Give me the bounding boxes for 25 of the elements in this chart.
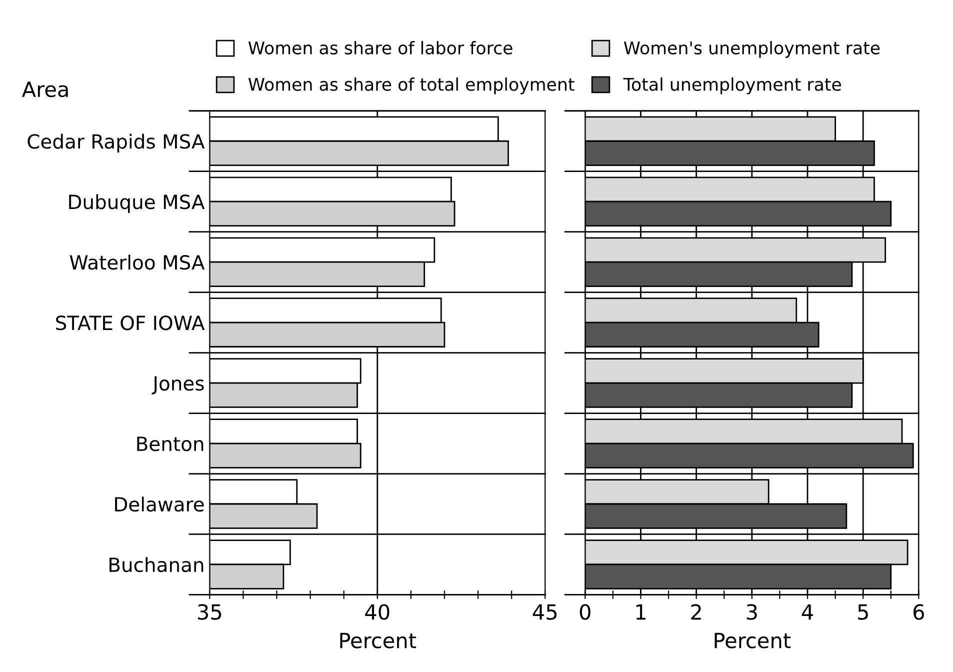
x-axis-title: Percent — [714, 632, 791, 648]
y-tick-label: Jones — [152, 376, 204, 394]
y-tick-label: Waterloo MSA — [70, 254, 205, 270]
y-tick-label: Delaware — [115, 496, 204, 512]
legend-label: Women's unemployment rate — [624, 41, 880, 58]
x-tick-label: 5 — [858, 604, 868, 620]
x-tick-label: 2 — [691, 604, 701, 620]
legend-label: Total unemployment rate — [623, 77, 841, 94]
y-tick-label: STATE OF IOWA — [56, 316, 205, 330]
legend-label: Women as share of total employment — [248, 77, 574, 94]
y-tick-label: Dubuque MSA — [69, 194, 205, 214]
x-tick-label: 40 — [365, 604, 390, 620]
x-tick-label: 4 — [802, 604, 813, 620]
x-tick-label: 45 — [532, 604, 557, 620]
x-tick-label: 1 — [636, 604, 646, 620]
x-tick-label: 3 — [746, 604, 757, 620]
y-tick-label: Buchanan — [110, 557, 204, 572]
legend-label: Women as share of labor force — [248, 41, 512, 54]
x-tick-label: 0 — [580, 604, 590, 620]
x-tick-label: 35 — [198, 604, 222, 620]
y-axis-title: Area — [22, 82, 68, 98]
x-axis-title: Percent — [340, 632, 416, 648]
x-tick-label: 6 — [914, 604, 924, 620]
y-tick-label: Benton — [137, 436, 204, 452]
y-tick-label: Cedar Rapids MSA — [28, 134, 205, 153]
